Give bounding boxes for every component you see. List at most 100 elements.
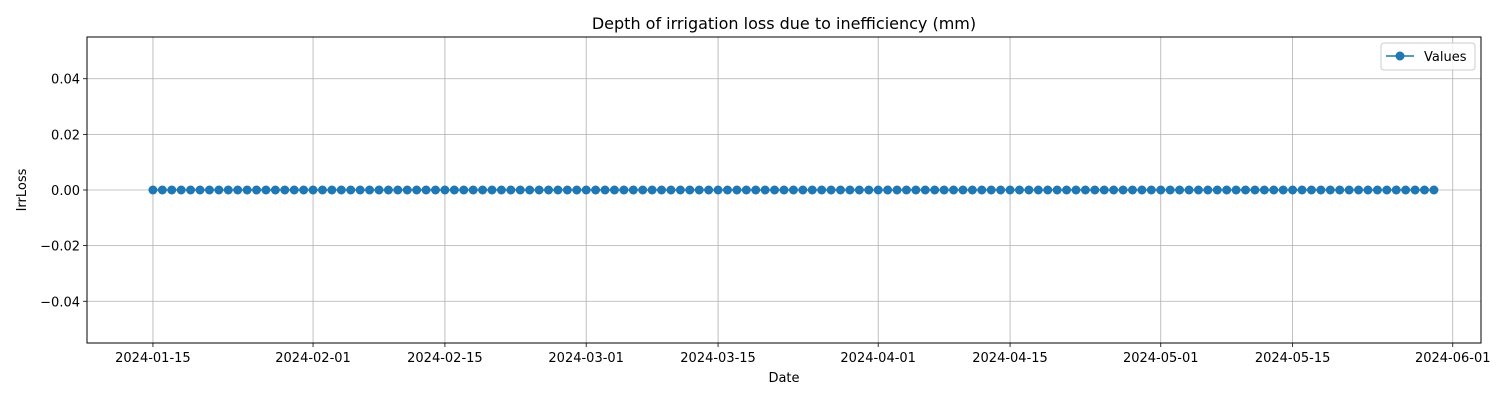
x-tick-label: 2024-05-15 [1255,351,1331,366]
data-point [223,185,233,195]
data-point [421,185,431,195]
data-point [270,185,280,195]
data-point [1099,185,1109,195]
data-point [883,185,893,195]
data-point [911,185,921,195]
data-point [722,185,732,195]
data-point [525,185,535,195]
data-point [1118,185,1128,195]
data-point [167,185,177,195]
y-tick-label: 0.00 [51,184,80,199]
data-point [261,185,271,195]
legend-box [1380,42,1476,71]
x-tick-label: 2024-03-01 [548,351,624,366]
data-point [299,185,309,195]
data-point [515,185,525,195]
x-tick-label: 2024-04-15 [972,351,1048,366]
data-point [770,185,780,195]
y-axis-title: IrrLoss [15,168,30,211]
data-point [383,185,393,195]
data-point [751,185,761,195]
data-point [779,185,789,195]
data-point [628,185,638,195]
data-point [289,185,299,195]
data-point [864,185,874,195]
data-point [1071,185,1081,195]
data-point [176,185,186,195]
data-point [1052,185,1062,195]
data-point [1128,185,1137,195]
data-point [1316,185,1326,195]
x-tick-label: 2024-04-01 [840,351,916,366]
data-point [1090,185,1100,195]
data-point [1410,185,1420,195]
data-point [365,185,375,195]
legend: Values [1380,42,1476,71]
data-point [798,185,808,195]
data-point [157,185,167,195]
data-point [1325,185,1335,195]
data-point [1419,185,1429,195]
data-point [1222,185,1232,195]
data-point [619,185,629,195]
data-point [431,185,440,195]
data-point [1391,185,1401,195]
data-point [148,185,158,195]
data-point [638,185,648,195]
data-point [402,185,412,195]
data-point [1259,185,1269,195]
data-point [1109,185,1119,195]
data-point [534,185,544,195]
data-point [468,185,478,195]
data-point [732,185,742,195]
data-point [1297,185,1307,195]
data-point [958,185,968,195]
data-point [1146,185,1156,195]
data-point [939,185,949,195]
data-point [280,185,290,195]
data-point [1043,185,1053,195]
legend-marker [1395,51,1405,61]
x-tick-label: 2024-02-15 [407,351,483,366]
data-point [609,185,619,195]
data-point [336,185,346,195]
data-point [317,185,327,195]
data-point [562,185,572,195]
data-point [1306,185,1316,195]
data-point [1372,185,1382,195]
data-point [760,185,770,195]
data-point [1269,185,1279,195]
data-point [1014,185,1024,195]
data-point [1429,185,1439,195]
series-layer [148,185,1439,195]
data-point [600,185,610,195]
x-tick-label: 2024-01-15 [115,351,191,366]
data-point [1288,185,1298,195]
data-point [1344,185,1354,195]
data-point [374,185,384,195]
data-point [553,185,563,195]
x-axis: 2024-01-15 2024-02-01 2024-02-15 2024-03-01… [115,343,1491,366]
x-tick-label: 2024-06-01 [1415,351,1491,366]
data-point [591,185,601,195]
data-point [544,185,554,195]
data-point [440,185,450,195]
legend-label: Values [1424,50,1467,65]
data-point [817,185,827,195]
data-point [1212,185,1222,195]
x-tick-label: 2024-02-01 [275,351,351,366]
data-point [836,185,846,195]
data-point [1080,185,1090,195]
data-point [1382,185,1392,195]
data-point [892,185,902,195]
data-point [986,185,996,195]
data-point [1354,185,1364,195]
data-point [393,185,403,195]
data-point [1005,185,1015,195]
data-point [901,185,911,195]
y-tick-label: −0.04 [40,295,80,310]
data-point [252,185,262,195]
x-axis-title: Date [768,371,799,386]
